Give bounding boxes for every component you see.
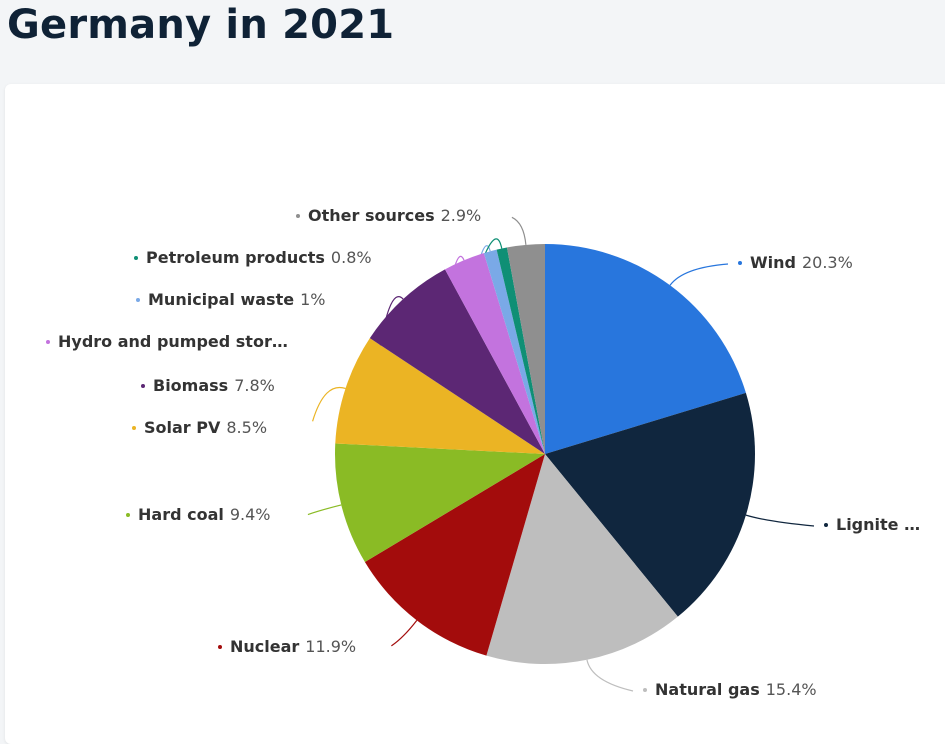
pie-slice-lignite[interactable] — [545, 392, 755, 617]
data-label-name: Petroleum products — [146, 248, 325, 267]
label-bullet — [296, 214, 300, 218]
data-label: Municipal waste 1% — [136, 290, 325, 309]
data-label-text: Wind 20.3% — [750, 253, 853, 272]
pie-slices — [335, 244, 755, 664]
label-connector — [391, 619, 418, 647]
data-label-text: Hard coal 9.4% — [138, 505, 271, 524]
data-label-text: Solar PV 8.5% — [144, 418, 267, 437]
data-label-name: Wind — [750, 253, 796, 272]
label-connector — [745, 514, 815, 527]
pie-slice-hydro-and-pumped-stor[interactable] — [444, 253, 545, 454]
data-label: Hard coal 9.4% — [126, 505, 271, 524]
data-label: Hydro and pumped stor… — [46, 332, 288, 351]
data-label: Wind 20.3% — [738, 253, 853, 272]
data-label-text: Natural gas 15.4% — [655, 680, 817, 699]
data-label-value: 9.4% — [230, 505, 271, 524]
data-label-text: Other sources 2.9% — [308, 206, 481, 225]
data-label-name: Municipal waste — [148, 290, 294, 309]
data-label-name: Lignite … — [836, 515, 920, 534]
label-bullet — [126, 513, 130, 517]
label-bullet — [46, 340, 50, 344]
pie-slice-municipal-waste[interactable] — [483, 249, 545, 454]
label-bullet — [141, 384, 145, 388]
pie-slice-nuclear[interactable] — [364, 454, 545, 656]
data-label-value: 8.5% — [226, 418, 267, 437]
data-label-name: Natural gas — [655, 680, 760, 699]
label-bullet — [824, 523, 828, 527]
data-labels: Wind 20.3% Lignite … Natural gas 15.4% Nuclea… — [46, 206, 920, 699]
data-label-value: 0.8% — [331, 248, 372, 267]
label-bullet — [643, 688, 647, 692]
label-connector — [586, 659, 634, 692]
data-label-value: 15.4% — [766, 680, 817, 699]
data-label-name: Hard coal — [138, 505, 224, 524]
pie-slice-other-sources[interactable] — [506, 244, 545, 454]
label-bullet — [134, 256, 138, 260]
pie-slice-solar-pv[interactable] — [335, 338, 545, 454]
data-label-name: Other sources — [308, 206, 435, 225]
data-label-text: Nuclear 11.9% — [230, 637, 356, 656]
label-bullet — [132, 426, 136, 430]
data-label-text: Biomass 7.8% — [153, 376, 275, 395]
page-title: Germany in 2021 — [7, 2, 395, 48]
data-label-name: Hydro and pumped stor… — [58, 332, 288, 351]
pie-slice-petroleum-products[interactable] — [496, 247, 545, 454]
data-label: Solar PV 8.5% — [132, 418, 267, 437]
data-label: Nuclear 11.9% — [218, 637, 356, 656]
label-bullet — [738, 261, 742, 265]
data-label-value: 20.3% — [802, 253, 853, 272]
label-connector — [307, 504, 342, 516]
pie-slice-hard-coal[interactable] — [335, 443, 545, 563]
label-connector — [484, 238, 503, 254]
data-label: Lignite … — [824, 515, 920, 534]
label-connector — [511, 216, 527, 245]
data-label: Other sources 2.9% — [296, 206, 481, 225]
data-label-text: Municipal waste 1% — [148, 290, 325, 309]
label-bullet — [218, 645, 222, 649]
data-label-value: 7.8% — [234, 376, 275, 395]
data-label-text: Lignite … — [836, 515, 920, 534]
data-label-value: 2.9% — [441, 206, 482, 225]
data-label-name: Solar PV — [144, 418, 221, 437]
label-connector — [669, 263, 729, 286]
data-label-value: 1% — [300, 290, 325, 309]
data-label-name: Biomass — [153, 376, 228, 395]
label-connector — [312, 386, 346, 422]
data-label-text: Petroleum products 0.8% — [146, 248, 372, 267]
pie-slice-natural-gas[interactable] — [486, 454, 678, 664]
pie-chart: Wind 20.3% Lignite … Natural gas 15.4% Nuclea… — [46, 206, 920, 699]
data-label-name: Nuclear — [230, 637, 299, 656]
label-bullet — [136, 298, 140, 302]
data-label-value: 11.9% — [305, 637, 356, 656]
data-label: Biomass 7.8% — [141, 376, 275, 395]
pie-slice-biomass[interactable] — [369, 269, 545, 454]
data-label: Natural gas 15.4% — [643, 680, 817, 699]
data-label-text: Hydro and pumped stor… — [58, 332, 288, 351]
pie-slice-wind[interactable] — [545, 244, 746, 454]
data-label: Petroleum products 0.8% — [134, 248, 372, 267]
